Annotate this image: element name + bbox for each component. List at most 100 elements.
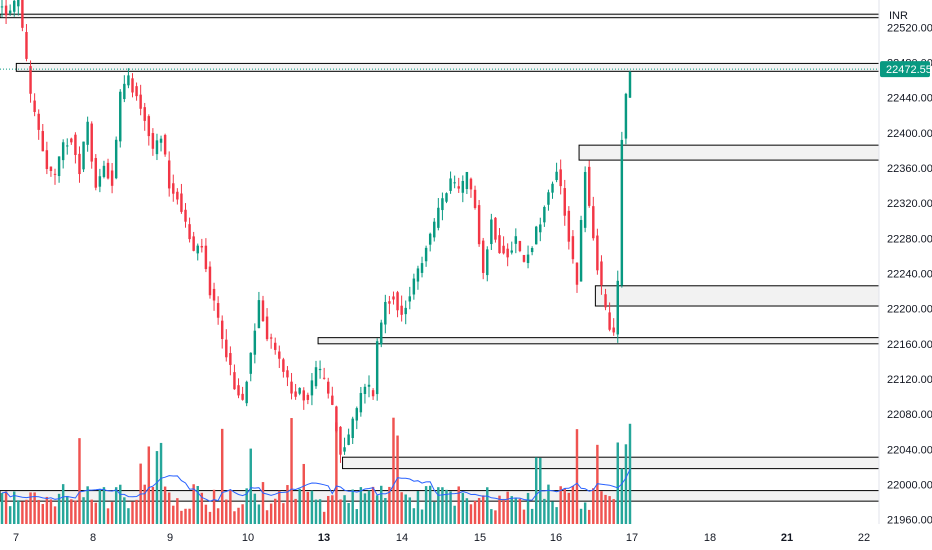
candle [477,205,481,245]
volume-bar [86,486,89,524]
volume-bar [433,501,436,524]
volume-bar [135,499,138,524]
candle [302,390,305,401]
volume-bar [310,490,314,524]
candle [608,312,611,330]
candle [567,210,571,242]
volume-bar [261,482,265,524]
candle [61,142,65,161]
volume-bar [327,495,330,524]
volume-bar [412,508,416,524]
candle [53,173,57,175]
volume-bar [49,499,53,524]
volume-bar [449,491,452,524]
candle [155,140,159,155]
volume-bar [396,435,399,524]
candle [119,91,122,142]
volume-bar [355,509,359,524]
candle [0,6,4,8]
candle [163,134,167,155]
volume-bar [416,491,420,524]
y-tick-label: 21960.00 [887,515,932,527]
candle [539,224,542,233]
candle [522,255,526,262]
candle [469,178,473,190]
candle [587,166,591,206]
volume-bar [628,423,632,524]
candle [518,240,522,252]
volume-bar [8,506,12,524]
candle [74,134,77,155]
candle [449,178,452,191]
candle [172,183,175,194]
volume-bar [347,503,350,524]
volume-bar [465,498,469,524]
current-price-badge-bg [880,61,930,78]
candle [216,303,220,318]
currency-label: INR [889,10,908,22]
candle [543,206,546,223]
volume-bar [192,484,195,524]
x-tick-label: 7 [13,532,19,544]
volume-bar [392,417,395,524]
candle [445,193,448,202]
volume-bar [114,487,118,524]
candle [257,300,261,329]
volume-bar [600,491,603,524]
volume-bar [371,486,375,524]
current-price-badge: 22472.55 [880,61,932,78]
volume-bar [78,438,81,524]
volume-bar [620,468,624,524]
volume-bar [322,511,326,524]
volume-bar [506,491,509,524]
candle [143,107,146,121]
candle [575,262,579,285]
x-tick-label: 9 [167,532,173,544]
volume-bar [208,511,212,524]
candle [253,330,257,355]
volume-bar [90,499,93,524]
volume-bar [253,493,257,524]
candle [49,166,53,172]
volume-bar [119,484,122,524]
zone-4 [317,337,880,345]
volume-bar [579,508,583,524]
y-tick-label: 22080.00 [887,409,932,421]
candle [131,78,134,93]
x-axis-ticks[interactable]: 7 8 9 10 13 14 15 16 17 18 21 22 [13,532,870,544]
candle [534,226,538,245]
price-axis[interactable] [879,0,932,550]
x-tick-label: 18 [704,532,716,544]
volume-bar [172,505,175,524]
volume-bar [457,486,460,524]
volume-bar [278,490,281,524]
volume-bar [555,507,558,524]
candle [241,393,244,400]
candle [420,263,424,273]
volume-bar [245,488,248,524]
candle [184,209,187,222]
volume-bar [461,492,465,524]
candle [269,337,273,339]
candle [571,236,575,260]
candle [424,247,428,262]
volume-bar [302,463,305,524]
volume-bar [57,493,61,524]
volume-bar [106,508,110,524]
volume-bar [490,509,493,524]
y-tick-label: 22000.00 [887,479,932,491]
candle [127,75,130,86]
volume-bar [400,492,403,524]
y-tick-label: 22400.00 [887,128,932,140]
volume-bar [188,508,191,524]
candle [579,219,583,282]
candle [359,392,363,413]
candle [502,245,505,254]
volume-bar [269,503,273,524]
candle [110,170,114,186]
candle [98,176,102,187]
x-tick-label: 16 [550,532,562,544]
volume-bar [453,505,456,524]
candle [102,165,106,177]
